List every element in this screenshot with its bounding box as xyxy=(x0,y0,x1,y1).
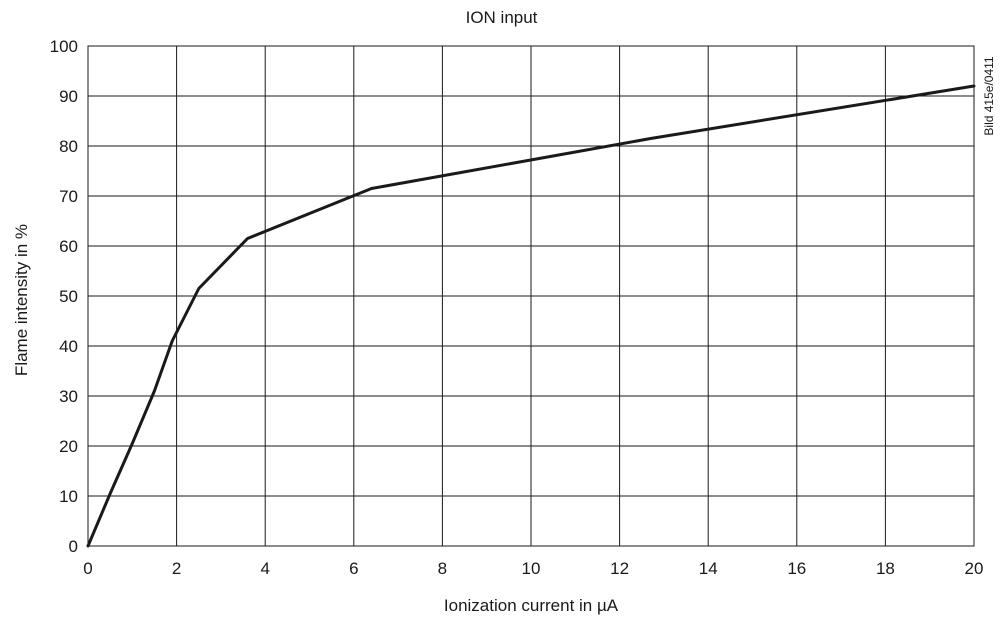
y-tick-label-90: 90 xyxy=(59,87,78,106)
plot-frame xyxy=(87,45,975,547)
x-tick-label-18: 18 xyxy=(876,559,895,578)
y-tick-label-0: 0 xyxy=(69,537,78,556)
x-tick-label-20: 20 xyxy=(965,559,984,578)
x-tick-label-16: 16 xyxy=(787,559,806,578)
y-tick-label-80: 80 xyxy=(59,137,78,156)
x-tick-label-10: 10 xyxy=(522,559,541,578)
series-line-0 xyxy=(86,84,976,548)
x-tick-label-6: 6 xyxy=(349,559,358,578)
y-tick-label-60: 60 xyxy=(59,237,78,256)
series-lines xyxy=(86,84,976,548)
y-tick-label-40: 40 xyxy=(59,337,78,356)
x-tick-label-12: 12 xyxy=(610,559,629,578)
y-tick-label-50: 50 xyxy=(59,287,78,306)
x-tick-label-0: 0 xyxy=(83,559,92,578)
x-axis-label: Ionization current in µA xyxy=(443,596,619,615)
tick-labels: 0 2 4 6 8 10 12 14 16 18 20 0 10 20 30 40 50 60 70 80 90 100 xyxy=(50,37,984,578)
x-tick-label-14: 14 xyxy=(699,559,718,578)
y-tick-label-20: 20 xyxy=(59,437,78,456)
grid-lines xyxy=(87,45,975,547)
x-tick-label-4: 4 xyxy=(260,559,269,578)
y-tick-label-10: 10 xyxy=(59,487,78,506)
y-tick-label-100: 100 xyxy=(50,37,78,56)
y-tick-label-30: 30 xyxy=(59,387,78,406)
x-tick-label-8: 8 xyxy=(438,559,447,578)
chart-title: ION input xyxy=(465,8,538,27)
y-tick-label-70: 70 xyxy=(59,187,78,206)
x-tick-label-2: 2 xyxy=(172,559,181,578)
